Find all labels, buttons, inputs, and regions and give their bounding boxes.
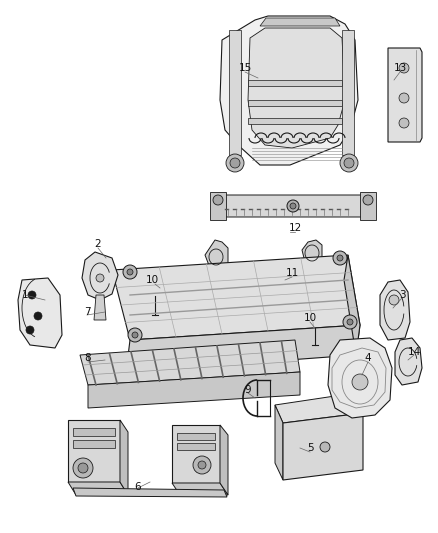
Polygon shape xyxy=(80,340,300,385)
Polygon shape xyxy=(73,488,227,497)
Polygon shape xyxy=(360,192,376,220)
Text: 15: 15 xyxy=(238,63,251,73)
Circle shape xyxy=(343,315,357,329)
Circle shape xyxy=(389,295,399,305)
Polygon shape xyxy=(395,338,422,385)
Circle shape xyxy=(127,269,133,275)
Polygon shape xyxy=(68,482,128,495)
Circle shape xyxy=(333,251,347,265)
Circle shape xyxy=(26,326,34,334)
Text: 4: 4 xyxy=(365,353,371,363)
Circle shape xyxy=(198,461,206,469)
Polygon shape xyxy=(308,310,322,332)
Circle shape xyxy=(399,63,409,73)
Circle shape xyxy=(230,158,240,168)
Text: 9: 9 xyxy=(245,385,251,395)
Polygon shape xyxy=(388,48,422,142)
Text: 13: 13 xyxy=(393,63,406,73)
Circle shape xyxy=(352,374,368,390)
Circle shape xyxy=(320,442,330,452)
Text: 3: 3 xyxy=(399,290,405,300)
Polygon shape xyxy=(18,278,62,348)
Text: 10: 10 xyxy=(304,313,317,323)
Circle shape xyxy=(132,332,138,338)
Polygon shape xyxy=(248,100,342,106)
Text: 11: 11 xyxy=(286,268,299,278)
Text: 1: 1 xyxy=(22,290,28,300)
Circle shape xyxy=(363,195,373,205)
Circle shape xyxy=(340,154,358,172)
Polygon shape xyxy=(215,195,375,217)
Text: 8: 8 xyxy=(85,353,91,363)
Polygon shape xyxy=(380,280,410,340)
Polygon shape xyxy=(248,118,342,124)
Polygon shape xyxy=(112,255,360,340)
Polygon shape xyxy=(275,393,363,423)
Polygon shape xyxy=(88,372,300,408)
Polygon shape xyxy=(248,28,345,148)
Polygon shape xyxy=(177,433,215,440)
Polygon shape xyxy=(148,278,162,300)
Circle shape xyxy=(193,456,211,474)
Circle shape xyxy=(128,328,142,342)
Text: 6: 6 xyxy=(135,482,141,492)
Polygon shape xyxy=(82,252,118,300)
Polygon shape xyxy=(94,295,106,320)
Polygon shape xyxy=(210,192,226,220)
Polygon shape xyxy=(172,483,228,495)
Polygon shape xyxy=(260,18,340,26)
Polygon shape xyxy=(73,440,115,448)
Polygon shape xyxy=(344,255,360,355)
Polygon shape xyxy=(126,325,360,372)
Polygon shape xyxy=(172,425,220,483)
Polygon shape xyxy=(275,405,283,480)
Circle shape xyxy=(96,274,104,282)
Polygon shape xyxy=(120,420,128,495)
Text: 2: 2 xyxy=(95,239,101,249)
Polygon shape xyxy=(328,338,392,418)
Circle shape xyxy=(399,118,409,128)
Circle shape xyxy=(123,265,137,279)
Circle shape xyxy=(337,255,343,261)
Polygon shape xyxy=(220,16,358,165)
Polygon shape xyxy=(342,30,354,155)
Circle shape xyxy=(287,200,299,212)
Polygon shape xyxy=(302,240,322,265)
Circle shape xyxy=(73,458,93,478)
Polygon shape xyxy=(68,420,120,482)
Circle shape xyxy=(78,463,88,473)
Circle shape xyxy=(226,154,244,172)
Polygon shape xyxy=(248,80,342,86)
Text: 5: 5 xyxy=(307,443,313,453)
Text: 14: 14 xyxy=(407,347,420,357)
Circle shape xyxy=(344,158,354,168)
Circle shape xyxy=(34,312,42,320)
Circle shape xyxy=(399,93,409,103)
Circle shape xyxy=(290,203,296,209)
Polygon shape xyxy=(220,425,228,495)
Circle shape xyxy=(213,195,223,205)
Polygon shape xyxy=(283,413,363,480)
Polygon shape xyxy=(73,428,115,436)
Circle shape xyxy=(28,291,36,299)
Text: 7: 7 xyxy=(84,307,90,317)
Circle shape xyxy=(347,319,353,325)
Polygon shape xyxy=(177,443,215,450)
Polygon shape xyxy=(229,30,241,155)
Text: 12: 12 xyxy=(288,223,302,233)
Polygon shape xyxy=(205,240,228,272)
Text: 10: 10 xyxy=(145,275,159,285)
